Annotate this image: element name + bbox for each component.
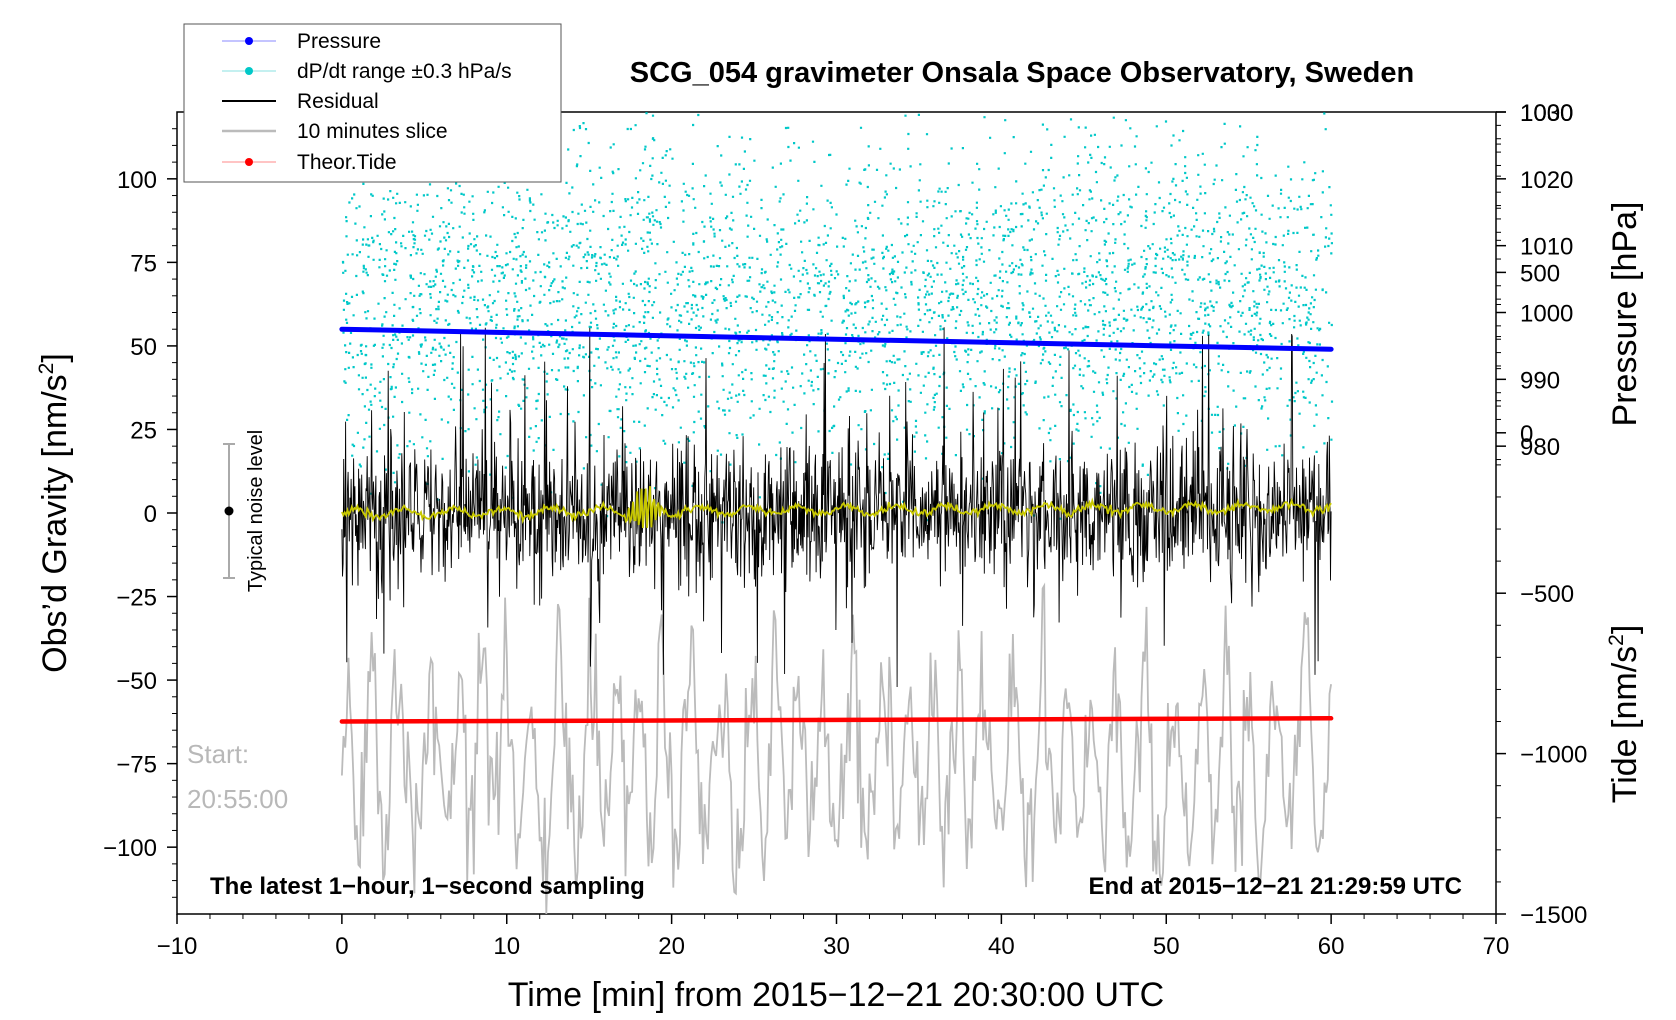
y-axis-left-title: Obs’d Gravity [nm/s2] — [35, 353, 74, 673]
legend-slice-label: 10 minutes slice — [297, 120, 448, 143]
legend-box — [183, 23, 562, 183]
y-pressure-tick-label: 1020 — [1520, 167, 1573, 194]
noise-level-dot — [224, 506, 234, 516]
y-tide-tick-label: −500 — [1520, 581, 1574, 608]
legend-dpdt-label: dP/dt range ±0.3 hPa/s — [297, 60, 512, 83]
y-left-tick-label: −50 — [116, 668, 157, 695]
legend-dpdt-marker — [245, 67, 253, 75]
y-left-tick-label: 50 — [130, 334, 157, 361]
y-left-tick-label: −75 — [116, 752, 157, 779]
y-pressure-tick-label: 1010 — [1520, 234, 1573, 261]
x-tick-label: 50 — [1153, 933, 1180, 960]
y-axis-tide-title-close: ] — [1606, 625, 1644, 634]
y-axis-tide-title: Tide [nm/s2] — [1605, 625, 1644, 804]
y-tide-tick-label: 500 — [1520, 260, 1560, 287]
y-tide-tick-label: 0 — [1520, 421, 1533, 448]
x-tick-label: 30 — [823, 933, 850, 960]
sampling-note: The latest 1−hour, 1−second sampling — [210, 873, 645, 900]
y-tide-tick-label: −1000 — [1520, 742, 1587, 769]
start-label: Start: — [187, 739, 249, 769]
residual-series — [341, 327, 1332, 688]
axis-ticks: −10 0 10 20 30 40 50 60 701007550250−25−50−75−10… — [103, 100, 1587, 960]
y-left-tick-label: −25 — [116, 585, 157, 612]
theor-tide-series — [339, 716, 1334, 724]
start-time: 20:55:00 — [187, 784, 288, 814]
y-axis-tide-title-text: Tide [nm/s — [1606, 646, 1644, 803]
y-left-tick-label: 0 — [144, 501, 157, 528]
y-left-tick-label: −100 — [103, 835, 157, 862]
x-tick-label: 60 — [1318, 933, 1345, 960]
y-pressure-tick-label: 1030 — [1520, 100, 1573, 127]
theor-tide-line — [339, 716, 1334, 724]
pressure-series — [339, 326, 1334, 352]
y-tide-tick-label: −1500 — [1520, 902, 1587, 929]
end-time-note: End at 2015−12−21 21:29:59 UTC — [1088, 873, 1462, 900]
pressure-line — [339, 326, 1334, 352]
x-tick-label: 70 — [1483, 933, 1510, 960]
legend-pressure-label: Pressure — [297, 30, 381, 53]
x-tick-label: 0 — [335, 933, 348, 960]
ten-minute-slice-line — [341, 582, 1332, 915]
smoothed-residual-series — [341, 486, 1332, 529]
x-tick-label: 10 — [493, 933, 520, 960]
noise-level-label: Typical noise level — [245, 430, 267, 592]
y-left-tick-label: 25 — [130, 417, 157, 444]
y-axis-left-title-sup: 2 — [35, 363, 58, 375]
residual-line — [341, 327, 1332, 688]
y-pressure-tick-label: 990 — [1520, 367, 1560, 394]
legend-tide-marker — [245, 158, 253, 166]
y-left-tick-label: 75 — [130, 250, 157, 277]
y-axis-pressure-title: Pressure [hPa] — [1606, 202, 1644, 427]
y-pressure-tick-label: 980 — [1520, 434, 1560, 461]
legend: Pressure dP/dt range ±0.3 hPa/s Residual… — [183, 23, 562, 183]
y-axis-tide-title-sup: 2 — [1605, 634, 1628, 646]
ten-minute-slice-series — [341, 582, 1332, 915]
y-axis-left-title-close: ] — [36, 353, 74, 362]
x-tick-label: 20 — [658, 933, 685, 960]
chart-title: SCG_054 gravimeter Onsala Space Observat… — [630, 57, 1414, 89]
legend-tide-label: Theor.Tide — [297, 151, 397, 174]
y-left-tick-label: 100 — [117, 167, 157, 194]
x-tick-label: 40 — [988, 933, 1015, 960]
y-axis-left-title-text: Obs’d Gravity [nm/s — [36, 374, 74, 673]
y-tide-tick-label: 1000 — [1520, 100, 1573, 127]
legend-residual-label: Residual — [297, 90, 379, 113]
smoothed-residual-line — [341, 486, 1332, 529]
y-pressure-tick-label: 1000 — [1520, 301, 1573, 328]
x-tick-label: −10 — [157, 933, 198, 960]
legend-pressure-marker — [245, 37, 253, 45]
noise-level-indicator: Typical noise level — [223, 430, 267, 592]
x-axis-title: Time [min] from 2015−12−21 20:30:00 UTC — [508, 976, 1164, 1014]
